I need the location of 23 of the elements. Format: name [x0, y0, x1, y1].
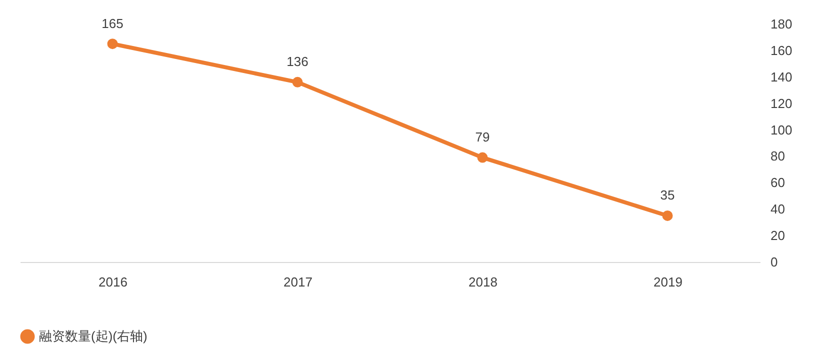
legend-label: 融资数量(起)(右轴) [39, 328, 148, 344]
y2-tick-label: 20 [770, 228, 785, 244]
y2-tick-label: 60 [770, 175, 785, 190]
x-tick-label: 2016 [98, 274, 128, 290]
y2-tick-label: 40 [770, 202, 785, 217]
y2-tick-label: 120 [770, 96, 792, 111]
data-label: 165 [102, 16, 124, 31]
point [477, 152, 488, 163]
x-tick-label: 2019 [654, 274, 682, 290]
point [662, 210, 673, 221]
point [292, 76, 303, 88]
data-label: 136 [286, 54, 308, 70]
y2-tick-label: 160 [770, 42, 792, 58]
x-tick-label: 2018 [468, 274, 498, 290]
y2-tick-label: 140 [770, 69, 792, 84]
y2-tick-label: 180 [770, 16, 792, 32]
y2-tick-label: 0 [770, 254, 778, 270]
y2-tick-label: 80 [770, 148, 785, 164]
y2-tick-label: 100 [770, 122, 792, 138]
data-label: 79 [475, 130, 490, 145]
data-label: 35 [660, 188, 675, 203]
point [107, 38, 118, 50]
x-tick-label: 2017 [284, 274, 312, 290]
